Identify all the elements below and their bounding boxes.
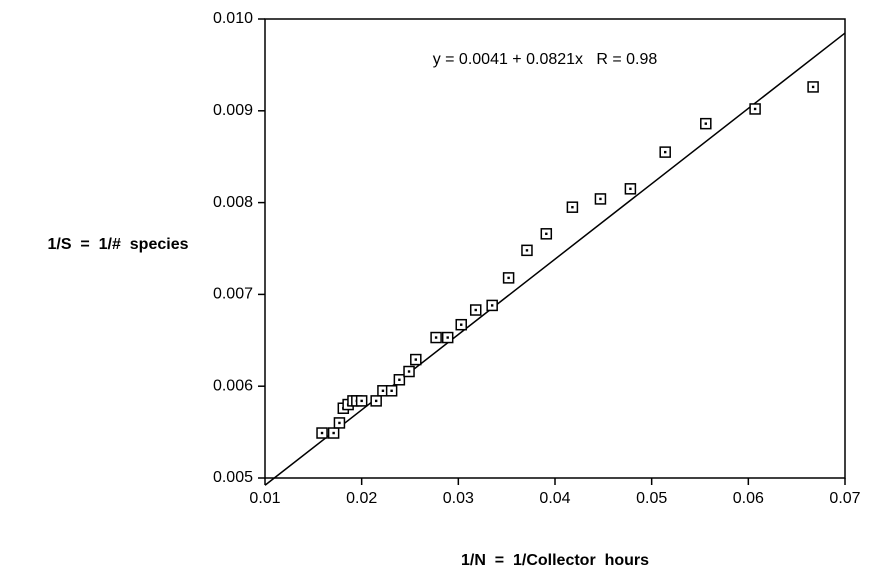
- point-dot: [360, 399, 363, 403]
- point: [316, 427, 328, 439]
- point: [502, 272, 515, 284]
- x-tick-label: 0.06: [733, 490, 764, 507]
- point: [333, 417, 346, 429]
- point-dot: [474, 308, 477, 312]
- x-tick-label: 0.01: [249, 490, 280, 507]
- point-dot: [434, 336, 438, 339]
- point-dot: [414, 358, 417, 361]
- point-dot: [338, 421, 341, 425]
- point: [393, 374, 406, 386]
- point-dot: [381, 389, 385, 392]
- point: [540, 228, 553, 240]
- point-dot: [407, 370, 411, 373]
- y-tick-label: 0.006: [213, 377, 253, 394]
- point: [521, 244, 533, 257]
- point: [455, 318, 467, 331]
- point: [441, 331, 454, 344]
- x-tick-label: 0.07: [829, 490, 860, 507]
- annotation: y = 0.0041 + 0.0821x R = 0.98: [433, 51, 658, 68]
- point-dot: [374, 399, 378, 403]
- point-dot: [599, 197, 602, 201]
- y-tick-label: 0.010: [213, 10, 253, 27]
- point: [566, 201, 579, 213]
- point: [469, 304, 482, 316]
- point: [403, 365, 415, 378]
- point-dot: [545, 232, 548, 236]
- point: [430, 331, 442, 344]
- point: [355, 395, 368, 407]
- x-axis-label: 1/N = 1/Collector hours: [461, 552, 649, 569]
- point: [624, 183, 637, 195]
- y-axis-label: 1/S = 1/# species: [48, 236, 189, 253]
- point-dot: [398, 378, 401, 381]
- point: [807, 81, 819, 93]
- point: [410, 353, 422, 366]
- point-dot: [507, 276, 510, 280]
- point: [385, 385, 398, 397]
- point: [486, 299, 498, 312]
- point-dot: [390, 389, 393, 392]
- point-dot: [446, 336, 449, 339]
- point: [700, 117, 712, 130]
- fit-line: [264, 32, 846, 486]
- point-dot: [460, 323, 463, 326]
- point: [370, 395, 382, 407]
- y-tick-label: 0.005: [213, 469, 253, 486]
- point-dot: [664, 150, 667, 154]
- point-dot: [629, 187, 632, 191]
- x-tick-label: 0.03: [443, 490, 474, 507]
- point: [327, 427, 340, 439]
- x-tick-label: 0.04: [539, 490, 570, 507]
- point: [659, 146, 671, 158]
- point-dot: [704, 122, 707, 125]
- point-dot: [332, 431, 335, 435]
- point-dot: [811, 85, 815, 89]
- point-dot: [320, 431, 324, 435]
- x-tick-label: 0.05: [636, 490, 667, 507]
- point: [749, 103, 761, 115]
- y-tick-label: 0.007: [213, 286, 253, 303]
- point-dot: [571, 205, 574, 209]
- point-dot: [753, 107, 757, 111]
- y-tick-label: 0.009: [213, 102, 253, 119]
- y-tick-label: 0.008: [213, 194, 253, 211]
- point-dot: [490, 304, 494, 307]
- point: [594, 193, 607, 205]
- point-dot: [525, 249, 529, 252]
- x-tick-label: 0.02: [346, 490, 377, 507]
